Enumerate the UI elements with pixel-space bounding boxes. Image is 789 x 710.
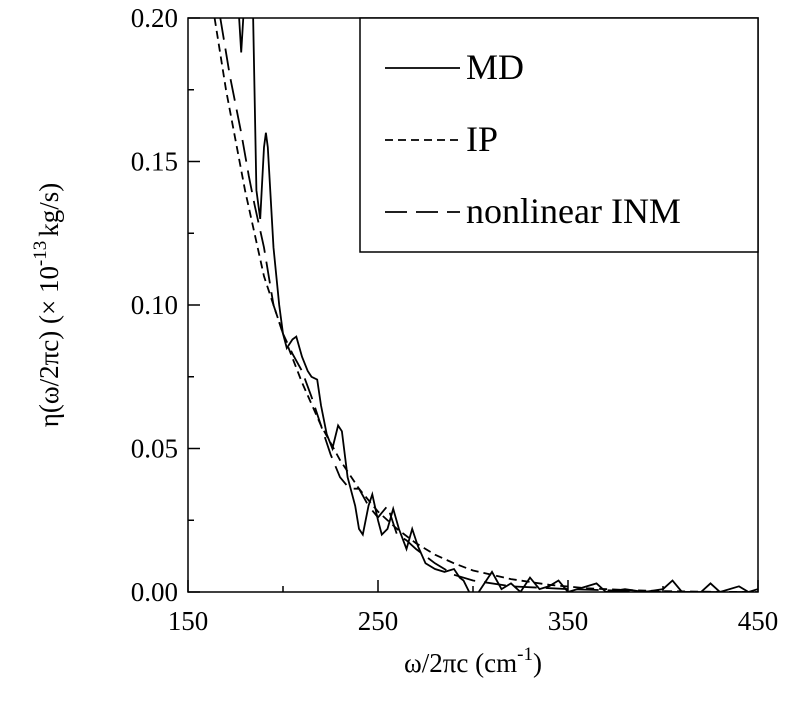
x-tick-label: 350 <box>548 606 589 636</box>
x-tick-label: 150 <box>168 606 209 636</box>
x-axis-label: ω/2πc (cm-1) <box>404 644 542 678</box>
y-tick-label: 0.20 <box>131 3 178 33</box>
legend-label: MD <box>466 47 524 87</box>
x-tick-label: 250 <box>358 606 399 636</box>
line-2 <box>219 18 758 592</box>
y-tick-label: 0.05 <box>131 434 178 464</box>
y-axis-label: η(ω/2πc) (× 10-13kg/s) <box>30 183 64 428</box>
legend-label: nonlinear INM <box>466 191 681 231</box>
x-tick-label: 450 <box>738 606 779 636</box>
plot-area <box>213 18 758 592</box>
y-tick-label: 0.10 <box>131 290 178 320</box>
line-0 <box>238 18 758 592</box>
y-tick-label: 0.00 <box>131 577 178 607</box>
legend-box <box>359 17 759 253</box>
legend-label: IP <box>466 119 498 159</box>
y-tick-label: 0.15 <box>131 147 178 177</box>
